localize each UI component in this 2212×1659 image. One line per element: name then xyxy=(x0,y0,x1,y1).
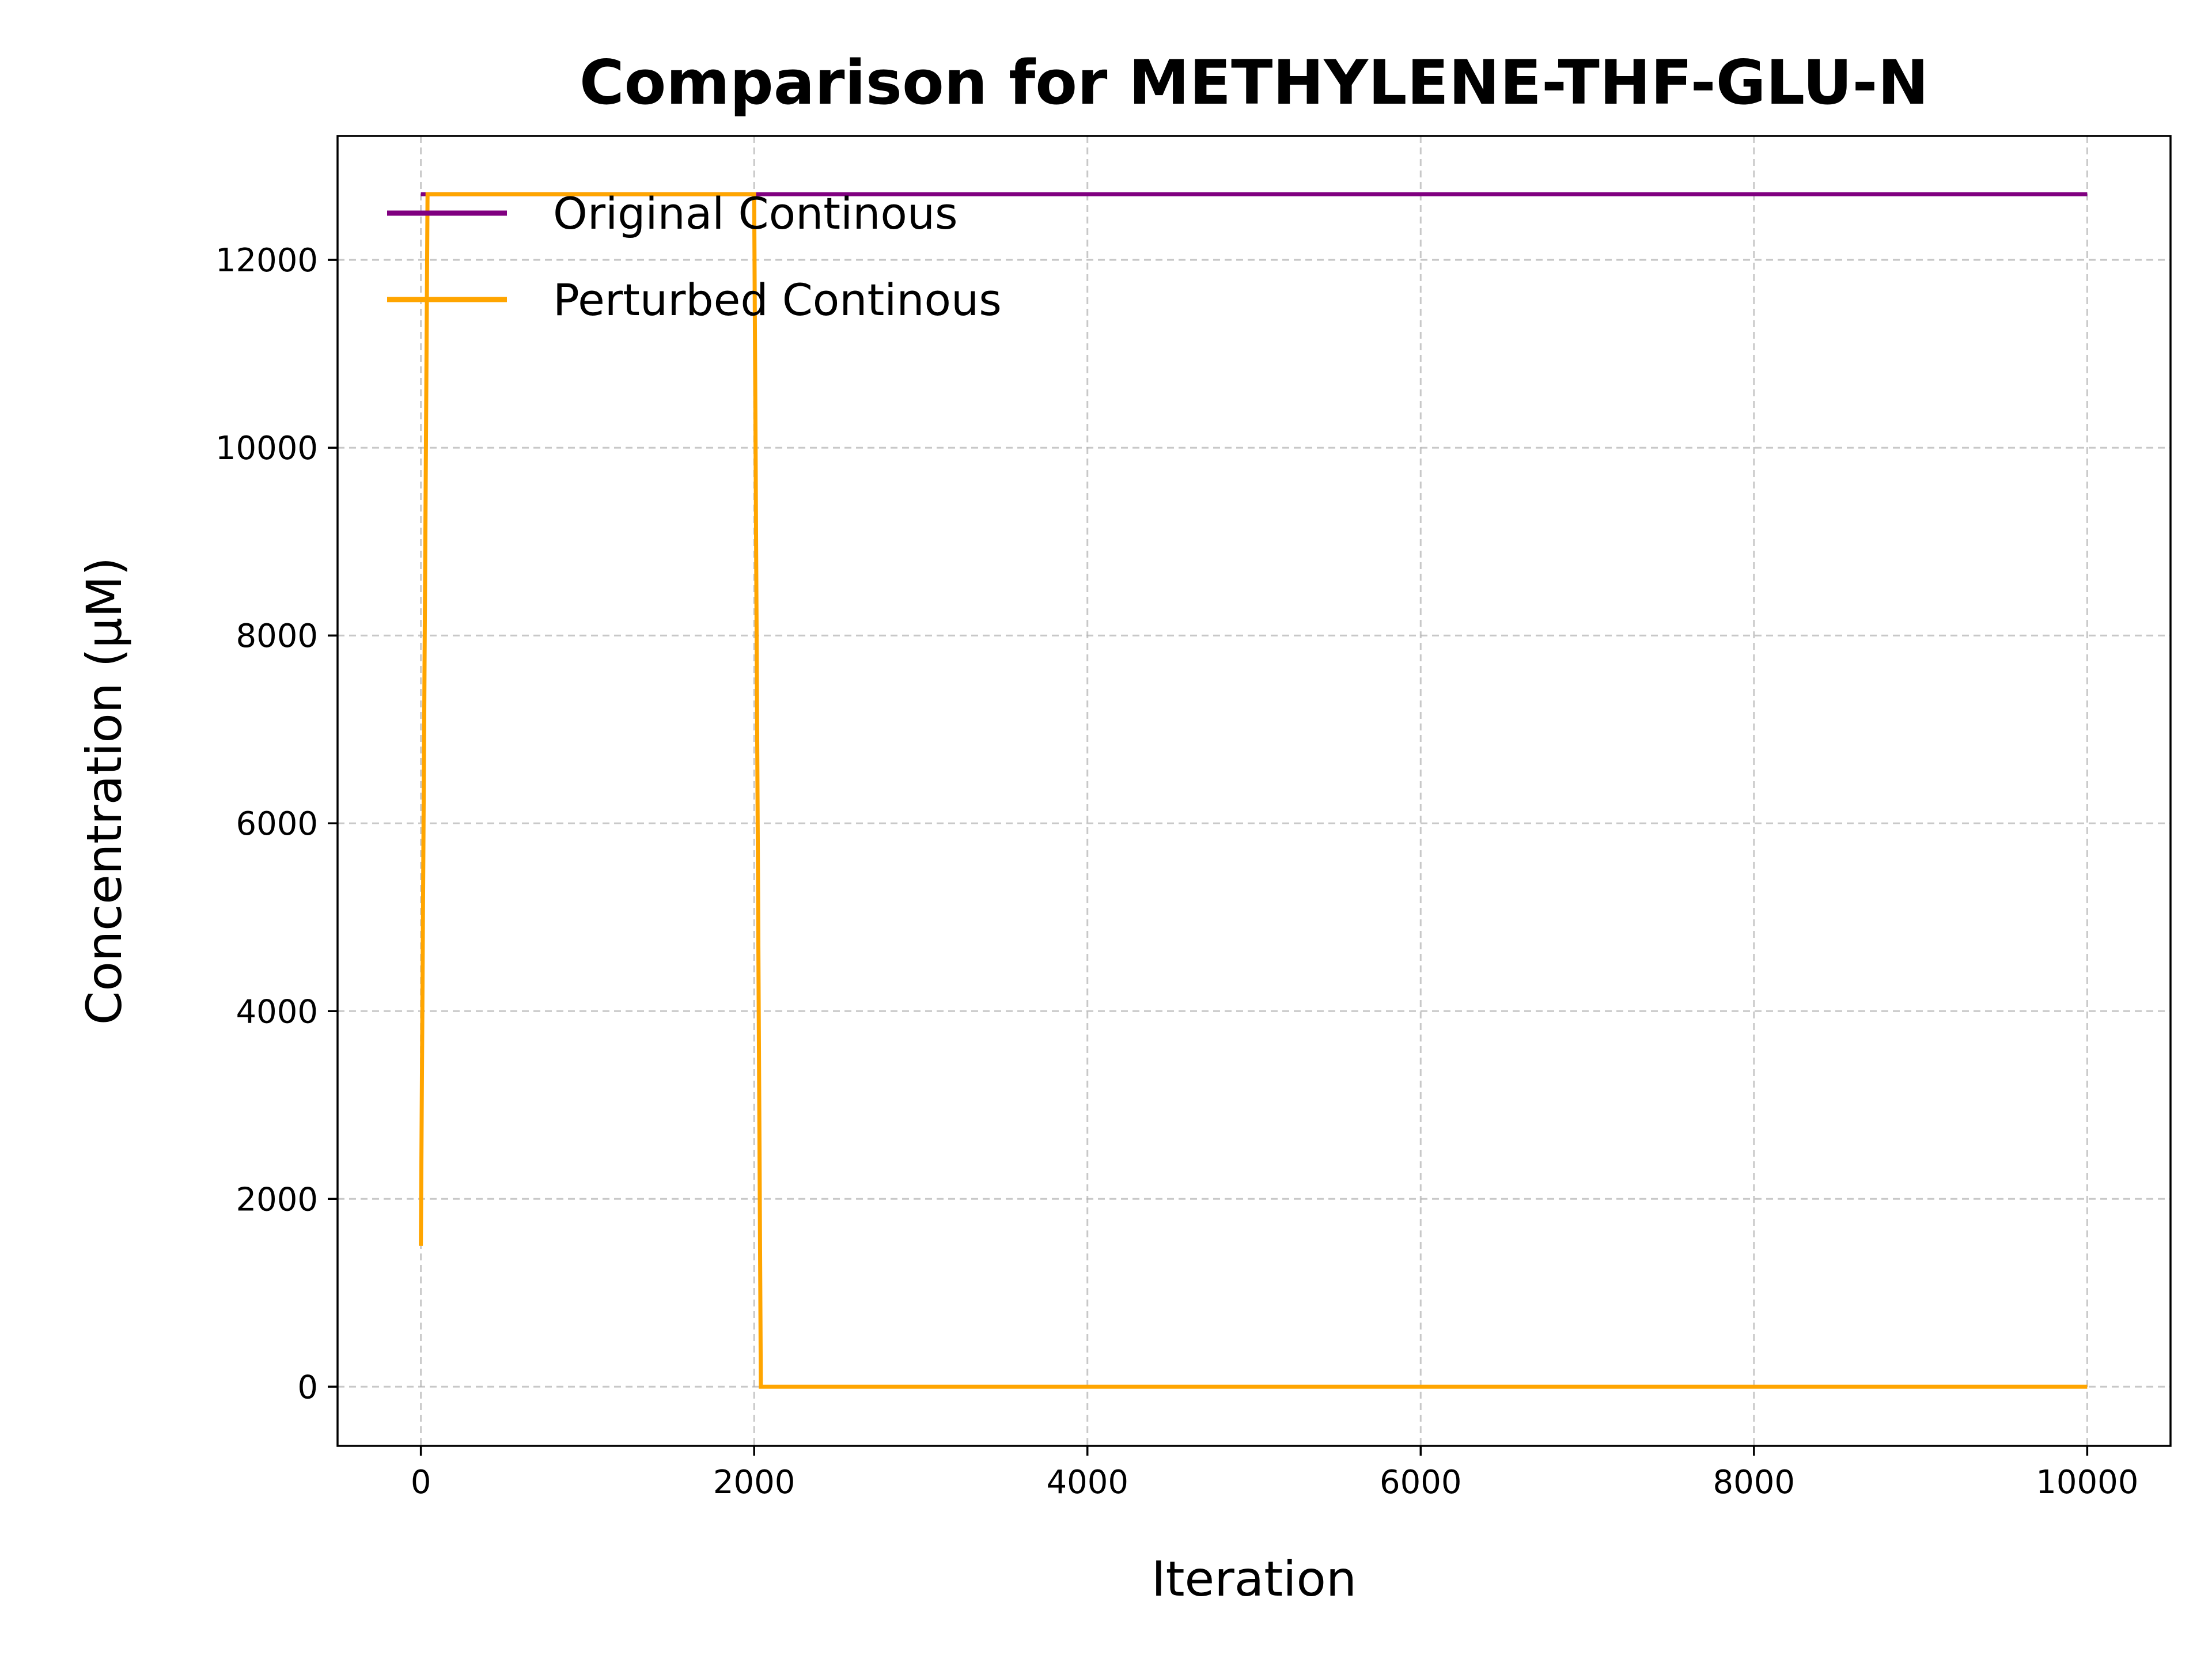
x-tick-label: 2000 xyxy=(713,1464,796,1501)
x-tick-label: 8000 xyxy=(1713,1464,1796,1501)
x-tick-label: 10000 xyxy=(2036,1464,2138,1501)
y-tick-label: 4000 xyxy=(236,993,318,1031)
y-tick-label: 12000 xyxy=(215,242,318,279)
series-line-perturbed xyxy=(419,192,2088,1389)
y-tick-label: 10000 xyxy=(215,430,318,467)
legend: Original Continous Perturbed Continous xyxy=(387,188,1002,325)
grid xyxy=(338,136,2171,1446)
axis-ticks: 0 2000 4000 6000 8000 10000 0 2000 4000 6000 8000 1… xyxy=(215,242,2139,1501)
legend-label-perturbed: Perturbed Continous xyxy=(553,274,1002,325)
series-lines xyxy=(419,192,2088,1389)
y-tick-label: 6000 xyxy=(236,805,318,843)
plot-frame xyxy=(336,135,2172,1447)
x-tick-label: 4000 xyxy=(1046,1464,1128,1501)
x-tick-label: 0 xyxy=(411,1464,431,1501)
y-tick-label: 8000 xyxy=(236,618,318,655)
x-tick-label: 6000 xyxy=(1380,1464,1462,1501)
chart-title: Comparison for METHYLENE-THF-GLU-N xyxy=(579,47,1929,118)
y-axis-label: Concentration (μM) xyxy=(76,557,132,1025)
y-tick-label: 2000 xyxy=(236,1181,318,1218)
y-tick-label: 0 xyxy=(297,1369,318,1406)
legend-label-original: Original Continous xyxy=(553,188,958,239)
x-axis-label: Iteration xyxy=(1152,1551,1357,1607)
